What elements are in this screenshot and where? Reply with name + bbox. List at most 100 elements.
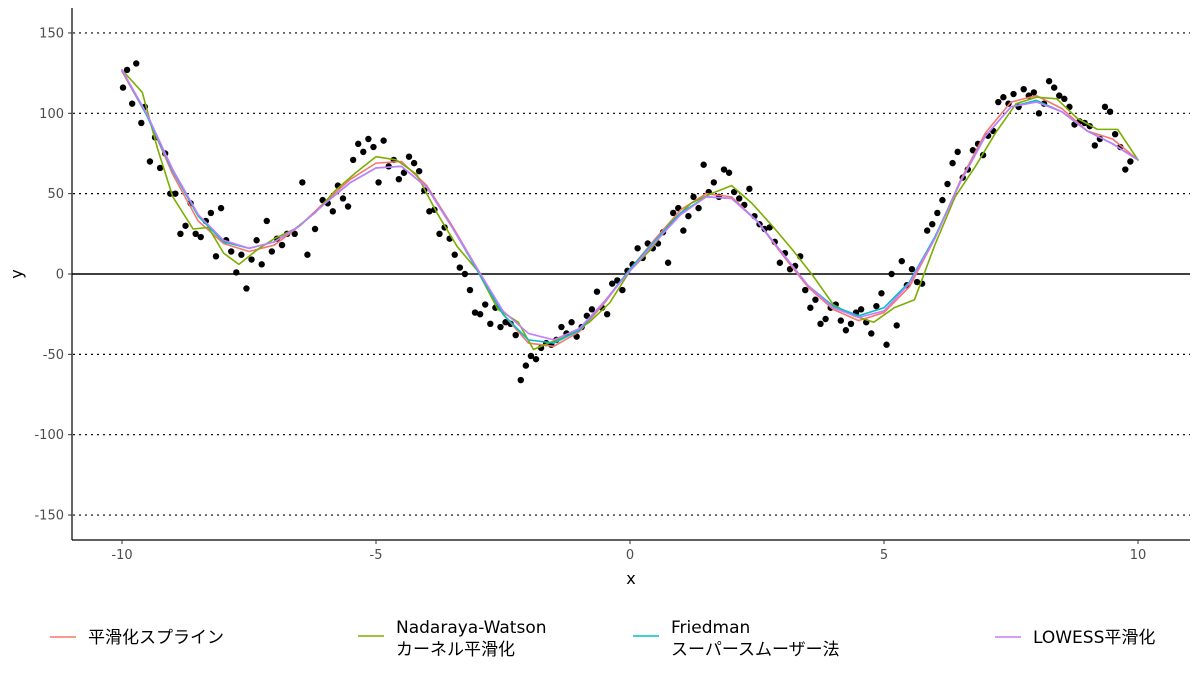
legend: 平滑化スプライン Nadaraya-Watson カーネル平滑化 Friedman スー… [50,618,1155,660]
legend-label-1: 平滑化スプライン [88,628,224,648]
scatter-point [664,259,672,266]
scatter-point [695,204,702,212]
scatter-point [898,257,905,265]
scatter-point [1061,95,1068,103]
scatter-point [339,195,347,202]
scatter-point [893,322,900,329]
scatter-point [263,217,270,225]
scatter-point [1056,92,1063,99]
scatter-point [700,161,707,168]
scatter-point [482,301,489,308]
scatter-point [837,317,845,324]
scatter-point [817,320,824,328]
scatter-point [736,195,743,202]
scatter-point [908,265,916,273]
scatter-point [172,190,179,197]
scatter-point [1030,89,1038,96]
scatter-point [812,296,819,303]
scatter-point [776,259,784,266]
scatter-point [502,319,509,326]
scatter-point [138,119,145,127]
scatter-point [583,312,591,319]
scatter-point [1000,94,1007,101]
scatter-point [212,253,220,260]
scatter-point [471,309,479,316]
scatter-point [873,302,880,310]
scatter-point [355,140,362,148]
scatter-point [822,315,829,323]
scatter-point [807,304,814,311]
scatter-point [311,225,319,233]
scatter-point [177,230,184,238]
scatter-point [593,288,601,295]
y-axis-title: y [7,269,26,278]
scatter-point [619,286,626,294]
scatter-point [456,264,464,271]
scatter-point [228,248,235,255]
scatter-point [913,278,921,286]
scatter-point [405,153,413,160]
series-line-4 [121,69,1139,341]
scatter-point [969,147,977,154]
scatter-point [522,362,530,369]
scatter-point [436,230,443,238]
series-line-3 [121,69,1139,344]
scatter-point [878,290,885,297]
scatter-point [278,241,286,249]
scatter-point [497,323,504,331]
scatter-point [192,230,199,238]
scatter-point [349,156,357,164]
scatter-point [360,148,367,156]
scatter-point [1045,77,1053,85]
scatter-point [248,256,255,263]
scatter-point [512,331,519,339]
scatter-point [1050,84,1058,91]
scatter-point [415,167,423,175]
scatter-point [1127,158,1134,165]
scatter-point [410,159,418,167]
scatter-point [669,209,677,217]
scatter-point [268,248,276,255]
scatter-point [375,179,382,186]
x-tick-label: 10 [1130,548,1147,563]
scatter-point [400,169,408,176]
scatter-point [128,100,136,107]
scatter-point [923,227,931,234]
scatter-point [344,203,352,210]
scatter-point [299,179,306,186]
scatter-point [603,310,611,318]
scatter-point [868,330,875,337]
scatter-point [1101,103,1109,111]
scatter-point [217,204,225,212]
scatter-point [725,169,733,176]
legend-label-4: LOWESS平滑化 [1033,628,1155,648]
scatter-point [182,222,189,229]
scatter-point [451,251,458,258]
scatter-point [370,143,377,151]
scatter-point [395,175,403,183]
scatter-point [532,355,540,363]
y-tick-label: -100 [34,428,64,443]
scatter-point [133,60,140,67]
y-tick-label: 100 [39,107,64,122]
scatter-point [119,84,127,91]
scatter-point [568,319,575,326]
x-axis-title: x [626,569,635,588]
scatter-point [929,220,936,228]
scatter-point [949,159,956,167]
x-tick-label: -10 [111,548,132,563]
scatter-point [883,341,890,348]
scatter-point [207,209,215,217]
scatter-point [857,306,865,313]
scatter-point [1010,90,1017,98]
scatter-point [487,320,494,328]
scatter-point [944,180,951,188]
scatter-point [746,185,753,193]
y-tick-label: -150 [34,509,64,524]
scatter-point [1020,85,1027,93]
scatter-point [291,230,298,238]
scatter-point [476,310,484,318]
scatter-point [888,270,895,278]
